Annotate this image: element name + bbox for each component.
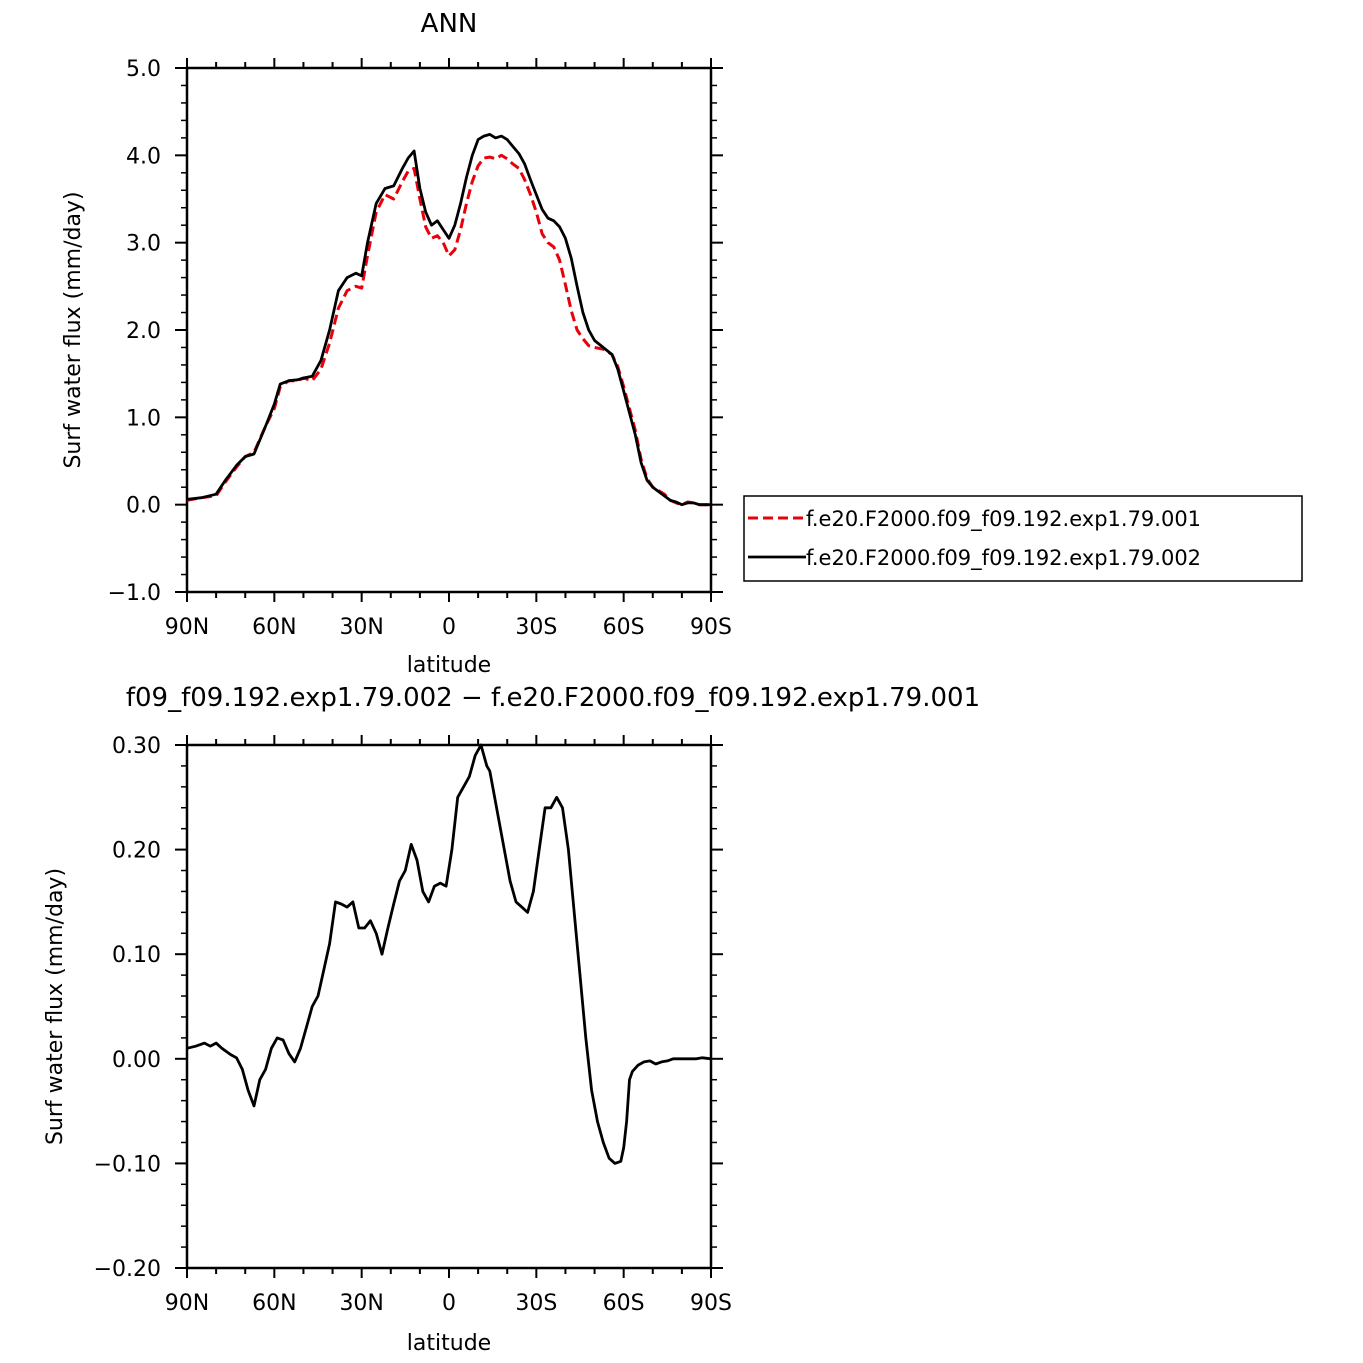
x-ticks bbox=[186, 735, 712, 1278]
series-line-1 bbox=[186, 153, 711, 507]
x-ticks bbox=[186, 58, 712, 602]
y-tick-label: −0.10 bbox=[94, 1152, 161, 1177]
y-axis-label: Surf water flux (mm/day) bbox=[43, 868, 68, 1145]
series-line-2 bbox=[186, 132, 711, 507]
y-tick-label: 0.00 bbox=[112, 1048, 161, 1073]
chart-title: ANN bbox=[421, 9, 478, 39]
y-tick-label: 4.0 bbox=[126, 144, 161, 169]
y-tick-label: 2.0 bbox=[126, 319, 161, 344]
plot-frame bbox=[185, 66, 713, 594]
y-tick-label: −1.0 bbox=[108, 581, 161, 606]
y-tick-label: 0.20 bbox=[112, 839, 161, 864]
x-tick-label: 60S bbox=[603, 615, 645, 640]
y-tick-label: 5.0 bbox=[126, 57, 161, 82]
x-tick-label: 90S bbox=[690, 1291, 732, 1316]
panel-top-chart: ANN 90N 60N 30N 0 30S 60S 90S −1.0 0.0 1.0 2.0 3.0 4.… bbox=[61, 9, 732, 678]
x-tick-label: 90S bbox=[690, 615, 732, 640]
y-tick-label: −0.20 bbox=[94, 1257, 161, 1282]
y-tick-label: 3.0 bbox=[126, 232, 161, 257]
y-tick-label: 1.0 bbox=[126, 406, 161, 431]
series-line-1 bbox=[186, 743, 712, 1165]
panel-bottom-chart: f09_f09.192.exp1.79.002 − f.e20.F2000.f0… bbox=[43, 683, 980, 1356]
chart-title: f09_f09.192.exp1.79.002 − f.e20.F2000.f0… bbox=[126, 683, 980, 713]
y-ticks bbox=[175, 744, 723, 1269]
legend-box bbox=[743, 495, 1303, 582]
x-axis-label: latitude bbox=[407, 653, 491, 678]
plot-frame bbox=[185, 743, 713, 1270]
x-tick-label: 30S bbox=[515, 615, 557, 640]
x-tick-label: 30N bbox=[339, 615, 383, 640]
legend: f.e20.F2000.f09_f09.192.exp1.79.001 f.e20… bbox=[743, 495, 1303, 582]
y-ticks bbox=[175, 67, 723, 593]
x-tick-label: 0 bbox=[442, 1291, 456, 1316]
y-tick-label: 0.30 bbox=[112, 734, 161, 759]
legend-entry-2: f.e20.F2000.f09_f09.192.exp1.79.002 bbox=[806, 546, 1201, 571]
y-tick-label: 0.0 bbox=[126, 494, 161, 519]
x-tick-label: 30N bbox=[339, 1291, 383, 1316]
x-tick-label: 60N bbox=[252, 1291, 296, 1316]
y-tick-label: 0.10 bbox=[112, 943, 161, 968]
x-axis-label: latitude bbox=[407, 1331, 491, 1356]
x-tick-label: 90N bbox=[165, 615, 209, 640]
y-axis-label: Surf water flux (mm/day) bbox=[61, 191, 86, 468]
x-tick-label: 60S bbox=[603, 1291, 645, 1316]
x-tick-label: 30S bbox=[515, 1291, 557, 1316]
x-tick-label: 60N bbox=[252, 615, 296, 640]
legend-entry-1: f.e20.F2000.f09_f09.192.exp1.79.001 bbox=[806, 507, 1201, 532]
x-tick-label: 90N bbox=[165, 1291, 209, 1316]
x-tick-label: 0 bbox=[442, 615, 456, 640]
